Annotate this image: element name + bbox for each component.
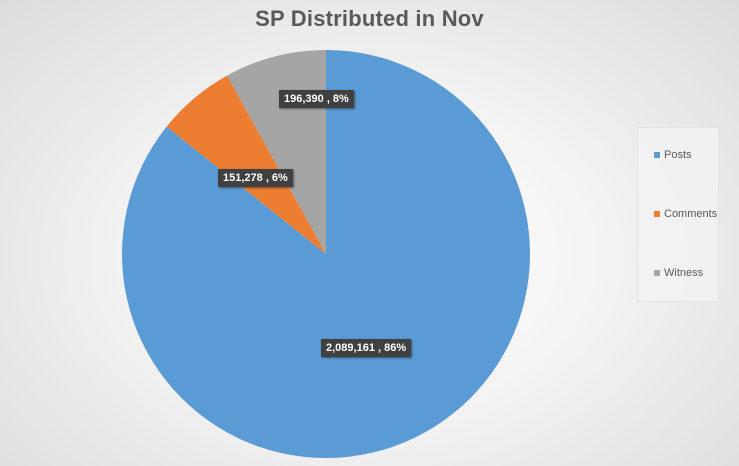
legend-label-comments: Comments	[664, 208, 718, 220]
legend-label-posts: Posts	[664, 149, 692, 161]
legend-label-witness: Witness	[664, 267, 704, 279]
legend: Posts Comments Witness	[637, 127, 719, 302]
legend-swatch-posts	[654, 152, 660, 158]
legend-swatch-witness	[654, 270, 660, 276]
pie-slice-posts	[122, 50, 530, 458]
data-label-comments: 151,278 , 6%	[218, 169, 293, 187]
pie-slices	[122, 50, 530, 458]
legend-item-posts: Posts	[654, 149, 692, 161]
data-label-witness: 196,390 , 8%	[279, 90, 354, 108]
data-label-posts: 2,089,161 , 86%	[321, 339, 412, 357]
chart-title: SP Distributed in Nov	[255, 6, 484, 31]
legend-swatch-comments	[654, 211, 660, 217]
legend-item-witness: Witness	[654, 267, 703, 279]
pie-slice-comments	[166, 75, 326, 254]
legend-item-comments: Comments	[654, 208, 717, 220]
